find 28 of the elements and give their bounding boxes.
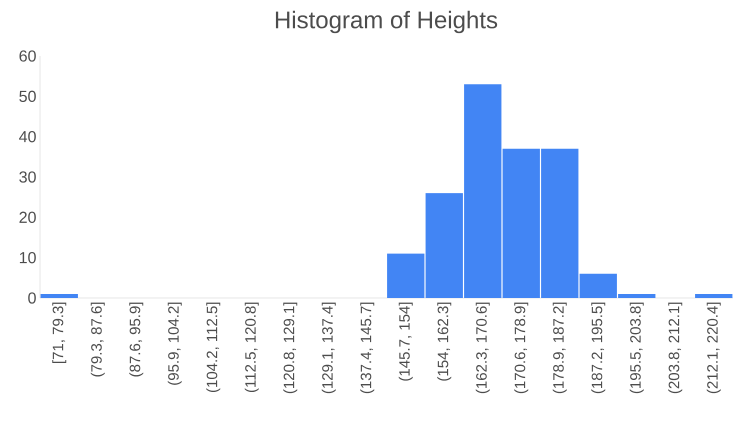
x-tick-label: (154, 162.3] (437, 302, 452, 381)
bar (40, 294, 78, 298)
y-tick-label: 20 (19, 212, 36, 223)
x-tick-label: (195.5, 203.8] (630, 302, 644, 394)
x-tick-label: (129.1, 137.4] (322, 302, 336, 394)
x-tick-label: (79.3, 87.6] (90, 302, 105, 376)
bar (695, 294, 732, 298)
x-tick-label: (145.7, 154] (398, 302, 413, 381)
x-tick-label: [71, 79.3] (52, 302, 66, 364)
y-tick-label: 50 (19, 90, 36, 102)
y-tick-label: 40 (19, 131, 36, 142)
x-tick-label: (87.6, 95.9] (129, 302, 144, 376)
y-tick-label: 60 (20, 50, 36, 62)
x-tick-label: (178.9, 187.2] (552, 302, 567, 394)
x-tick-label: (170.6, 178.9] (514, 302, 528, 394)
x-tick-label: (120.8, 129.1] (283, 302, 298, 394)
x-tick-label: (212.1, 220.4] (706, 302, 721, 394)
x-tick-label: (187.2, 195.5] (591, 302, 606, 394)
y-tick-label: 10 (20, 252, 36, 264)
x-tick-label: (137.4, 145.7] (360, 302, 374, 394)
x-tick-label: (162.3, 170.6] (476, 302, 490, 394)
x-tick-label: (203.8, 212.1] (668, 302, 682, 394)
chart-title: Histogram of Heights (276, 10, 498, 34)
x-tick-label: (104.2, 112.5] (206, 302, 220, 392)
x-tick-label: (112.5, 120.8] (244, 302, 259, 392)
x-tick-label: (95.9, 104.2] (168, 302, 182, 385)
y-tick-label: 0 (28, 292, 36, 304)
y-tick-label: 30 (19, 171, 36, 183)
